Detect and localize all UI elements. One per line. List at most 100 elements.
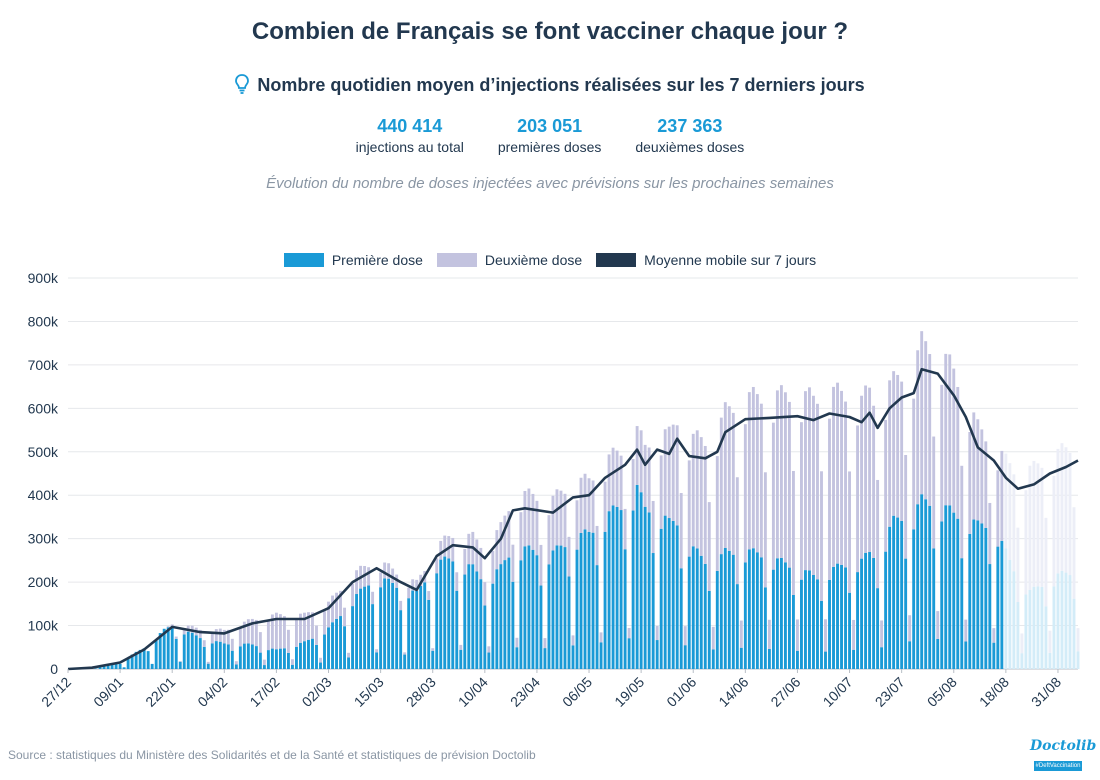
- bar-first-dose: [591, 532, 595, 669]
- bar-second-dose: [335, 592, 338, 619]
- bar-second-dose: [495, 530, 499, 570]
- bar-first-dose: [130, 654, 134, 669]
- bar-first-dose: [1076, 651, 1080, 669]
- bar-second-dose: [295, 620, 298, 647]
- logo-tag: #DeftVaccination: [1033, 761, 1083, 771]
- x-tick-label: 10/04: [455, 674, 491, 710]
- bar-second-dose: [1028, 465, 1032, 590]
- bar-first-dose: [791, 594, 795, 669]
- bar-second-dose: [551, 495, 555, 551]
- bar-first-dose: [695, 548, 699, 669]
- y-tick-label: 100k: [28, 618, 59, 634]
- bar-second-dose: [487, 646, 491, 653]
- bar-first-dose: [972, 519, 976, 669]
- bar-second-dose: [1036, 463, 1040, 587]
- bar-second-dose: [311, 612, 314, 639]
- bar-first-dose: [820, 600, 823, 669]
- bar-first-dose: [379, 587, 383, 669]
- bar-second-dose: [944, 353, 948, 506]
- bar-first-dose: [451, 561, 455, 669]
- bar-first-dose: [415, 590, 419, 669]
- bar-second-dose: [880, 620, 884, 648]
- y-tick-label: 600k: [28, 400, 59, 416]
- bar-first-dose: [475, 571, 479, 669]
- bar-second-dose: [170, 624, 174, 627]
- bar-first-dose: [956, 518, 960, 669]
- bar-first-dose: [1052, 586, 1056, 669]
- bar-second-dose: [964, 619, 968, 642]
- bar-second-dose: [315, 625, 318, 645]
- bar-second-dose: [371, 591, 375, 605]
- bar-second-dose: [531, 493, 535, 550]
- bar-second-dose: [299, 613, 302, 643]
- bar-second-dose: [499, 522, 503, 565]
- bar-second-dose: [711, 626, 715, 650]
- bar-second-dose: [988, 502, 992, 565]
- bar-first-dose: [539, 585, 543, 669]
- bar-second-dose: [611, 447, 615, 506]
- bar-second-dose: [791, 470, 795, 595]
- bar-first-dose: [960, 558, 964, 669]
- bar-second-dose: [996, 470, 1000, 547]
- bar-second-dose: [1048, 630, 1052, 653]
- bar-first-dose: [126, 658, 130, 669]
- x-tick-label: 02/03: [299, 674, 335, 710]
- bar-first-dose: [274, 649, 278, 669]
- y-tick-label: 300k: [28, 531, 59, 547]
- bar-first-dose: [563, 547, 567, 669]
- bar-second-dose: [751, 386, 755, 549]
- x-tick-label: 04/02: [194, 674, 230, 710]
- bar-second-dose: [403, 652, 407, 655]
- bar-first-dose: [515, 647, 519, 669]
- bar-second-dose: [1012, 474, 1016, 572]
- bar-first-dose: [948, 505, 952, 669]
- bar-second-dose: [976, 419, 980, 521]
- y-tick-label: 900k: [28, 270, 59, 286]
- bar-first-dose: [419, 586, 423, 669]
- x-tick-label: 31/08: [1028, 674, 1064, 710]
- bar-first-dose: [311, 638, 314, 669]
- y-tick-label: 200k: [28, 574, 59, 590]
- bar-second-dose: [291, 659, 294, 665]
- bar-second-dose: [779, 385, 783, 558]
- bar-first-dose: [735, 584, 739, 669]
- stat-second-doses-value: 237 363: [657, 116, 723, 136]
- bar-first-dose: [347, 657, 350, 669]
- bar-second-dose: [936, 611, 940, 639]
- bar-first-dose: [282, 648, 286, 669]
- bar-second-dose: [968, 431, 972, 534]
- stats-heading: Nombre quotidien moyen d’injections réal…: [0, 74, 1100, 99]
- bar-second-dose: [747, 392, 751, 550]
- bar-first-dose: [427, 599, 431, 669]
- bar-second-dose: [1000, 450, 1004, 541]
- bar-second-dose: [451, 537, 455, 562]
- bar-second-dose: [960, 465, 964, 559]
- bar-first-dose: [303, 641, 306, 669]
- bar-second-dose: [174, 636, 178, 639]
- bar-first-dose: [944, 505, 948, 669]
- bar-first-dose: [567, 576, 571, 669]
- bar-first-dose: [162, 628, 166, 669]
- bar-second-dose: [327, 601, 330, 628]
- bar-first-dose: [327, 627, 330, 669]
- legend-item-first: Première dose: [283, 252, 423, 268]
- bar-first-dose: [266, 650, 270, 669]
- bar-first-dose: [547, 564, 551, 669]
- bar-second-dose: [1056, 448, 1060, 574]
- bar-first-dose: [150, 663, 154, 669]
- bar-second-dose: [206, 661, 210, 664]
- x-tick-label: 23/07: [872, 674, 908, 710]
- bar-second-dose: [467, 533, 471, 565]
- bar-second-dose: [270, 614, 274, 649]
- x-tick-label: 19/05: [611, 674, 647, 710]
- stat-first-doses-label: premières doses: [497, 139, 602, 155]
- bar-first-dose: [932, 548, 936, 669]
- bar-first-dose: [828, 579, 831, 669]
- bar-first-dose: [226, 644, 230, 669]
- bar-first-dose: [936, 638, 940, 669]
- bar-second-dose: [407, 587, 411, 599]
- bar-second-dose: [567, 536, 571, 577]
- bar-first-dose: [1016, 601, 1020, 669]
- bar-second-dose: [635, 426, 639, 485]
- bar-first-dose: [371, 604, 375, 669]
